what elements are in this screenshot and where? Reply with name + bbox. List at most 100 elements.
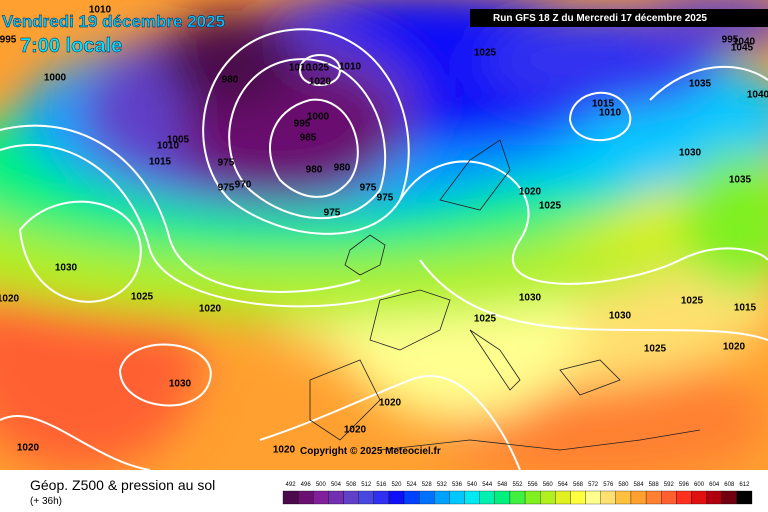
isobar-label: 1045: [731, 43, 754, 54]
scale-cell: [464, 490, 480, 505]
scale-cell: [721, 490, 738, 505]
isobar-label: 995: [722, 35, 739, 46]
scale-cell: [419, 490, 435, 505]
scale-cell: [676, 490, 692, 505]
scale-cell: [328, 490, 344, 505]
isobar-label: 980: [222, 75, 239, 86]
scale-cell: [343, 490, 359, 505]
scale-cell: [600, 490, 616, 505]
isobar-label: 975: [377, 193, 394, 204]
scale-label: 608: [724, 482, 735, 488]
isobar-label: 1020: [17, 443, 40, 454]
scale-label: 600: [694, 482, 705, 488]
isobars: [0, 28, 768, 470]
isobar-label: 1010: [339, 62, 362, 73]
isobar-label: 975: [218, 183, 235, 194]
isobar-label: 1010: [89, 5, 112, 16]
scale-label: 604: [709, 482, 720, 488]
scale-label: 612: [739, 482, 750, 488]
isobar-label: 1030: [169, 379, 192, 390]
isobar-label: 1025: [474, 314, 497, 325]
isobar-label: 1025: [307, 63, 330, 74]
isobar-label: 1030: [55, 263, 78, 274]
isobar-label: 1040: [747, 90, 768, 101]
scale-cell: [479, 490, 495, 505]
scale-cell: [434, 490, 450, 505]
coastlines: [309, 139, 701, 451]
scale-cell: [706, 490, 722, 505]
scale-label: 512: [361, 482, 372, 488]
isobar-label: 1025: [681, 296, 704, 307]
scale-cell: [630, 490, 647, 505]
scale-label: 580: [618, 482, 629, 488]
footer-title: Géop. Z500 & pression au sol: [30, 477, 215, 493]
scale-cell: [555, 490, 571, 505]
scale-label: 544: [482, 482, 493, 488]
isobar-label: 1035: [689, 79, 712, 90]
scale-cell: [388, 490, 405, 505]
run-info: Run GFS 18 Z du Mercredi 17 décembre 202…: [493, 13, 707, 24]
scale-label: 504: [331, 482, 342, 488]
isobar-label: 975: [324, 208, 341, 219]
isobar-label: 995: [294, 119, 311, 130]
scale-label: 588: [649, 482, 660, 488]
isobar-label: 1000: [44, 73, 67, 84]
isobar-label: 1015: [734, 303, 757, 314]
legend: 492 496 500 504 508 512 516 520 524 528 532 536 540 5…: [282, 482, 753, 505]
scale-cell: [297, 490, 314, 505]
isobar-label: 1025: [474, 48, 497, 59]
scale-label: 552: [512, 482, 523, 488]
scale-cell: [449, 490, 465, 505]
isobar-label: 995: [0, 35, 17, 46]
scale-cell: [585, 490, 601, 505]
scale-cell: [645, 490, 662, 505]
isobar-label: 970: [235, 180, 252, 191]
scale-cell: [403, 490, 420, 505]
scale-label: 492: [286, 482, 297, 488]
isobar-label: 1010: [599, 108, 622, 119]
scale-label: 584: [634, 482, 645, 488]
scale-label: 528: [422, 482, 433, 488]
scale-label: 596: [679, 482, 690, 488]
isobar-label: 1020: [723, 342, 746, 353]
scale-cell: [661, 490, 677, 505]
isobar-label: 1025: [131, 292, 154, 303]
isobar-label: 1030: [519, 293, 542, 304]
isobar-label: 1020: [199, 304, 222, 315]
scale-cell: [373, 490, 390, 505]
scale-cell: [509, 490, 526, 505]
isobar-label: 1025: [539, 201, 562, 212]
scale-label: 548: [497, 482, 508, 488]
scale-label: 540: [467, 482, 478, 488]
isobar-label: 1010: [157, 141, 180, 152]
scale-label: 556: [528, 482, 539, 488]
copyright: Copyright © 2025 Meteociel.fr: [300, 446, 441, 457]
isobar-label: 975: [360, 183, 377, 194]
scale-cell: [494, 490, 511, 505]
scale-cell: [282, 490, 299, 505]
scale-cell: [736, 490, 753, 505]
isobar-label: 1000: [307, 112, 330, 123]
isobar-label: 985: [300, 133, 317, 144]
isobar-label: 1025: [644, 344, 667, 355]
isobar-label: 1035: [729, 175, 752, 186]
isobar-label: 1015: [592, 99, 615, 110]
scale-label: 592: [664, 482, 675, 488]
forecast-time: 7:00 locale: [20, 35, 122, 57]
scale-label: 536: [452, 482, 463, 488]
scale-cell: [358, 490, 374, 505]
isobar-label: 980: [306, 165, 323, 176]
scale-label: 516: [376, 482, 387, 488]
scale-label: 520: [391, 482, 402, 488]
scale-cell: [524, 490, 541, 505]
scale-cell: [615, 490, 632, 505]
isobar-label: 1015: [149, 157, 172, 168]
isobar-label: 975: [218, 158, 235, 169]
scale-label: 500: [316, 482, 327, 488]
isobar-label: 1040: [733, 37, 756, 48]
isobar-label: 1030: [679, 148, 702, 159]
isobar-label: 1020: [379, 398, 402, 409]
